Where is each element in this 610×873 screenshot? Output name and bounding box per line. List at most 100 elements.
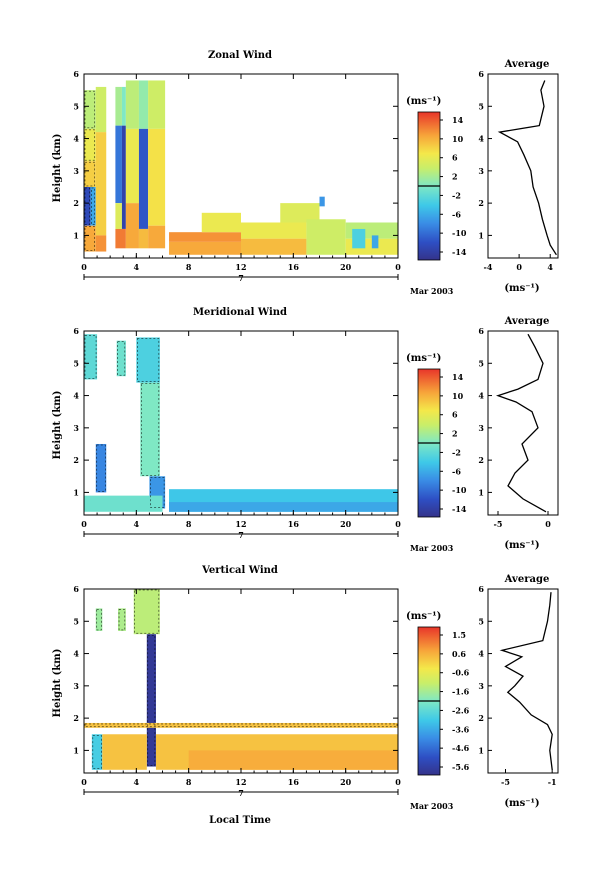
profile-line bbox=[495, 333, 547, 513]
y-tick-label: 3 bbox=[73, 423, 79, 433]
time-bar-marker: 7 bbox=[238, 530, 244, 540]
y-tick-label: 2 bbox=[73, 198, 79, 208]
data-cell bbox=[95, 235, 107, 252]
contour-line bbox=[91, 187, 96, 225]
y-tick-label: 5 bbox=[73, 616, 79, 626]
y-axis-label: Height (km) bbox=[52, 391, 63, 460]
date-label: Mar 2003 bbox=[410, 801, 454, 811]
data-cell bbox=[84, 722, 398, 728]
x-tick-label: 0 bbox=[395, 262, 401, 272]
y-tick-label: 6 bbox=[73, 69, 79, 79]
x-tick-label: 12 bbox=[235, 262, 246, 272]
date-label: Mar 2003 bbox=[410, 286, 454, 296]
contour-line bbox=[147, 634, 156, 766]
profile-x-label: (ms⁻¹) bbox=[504, 540, 539, 551]
panel-title: Vertical Wind bbox=[201, 565, 278, 576]
x-tick-label: 0 bbox=[395, 777, 401, 787]
time-bar-marker: 7 bbox=[238, 273, 244, 283]
profile-y-tick-label: 6 bbox=[478, 584, 484, 594]
profile-y-tick-label: 2 bbox=[478, 713, 484, 723]
contour-line bbox=[84, 723, 398, 728]
y-tick-label: 5 bbox=[73, 101, 79, 111]
data-cell bbox=[115, 86, 122, 126]
average-profile: 1 2 3 4 5 6 -5 0 bbox=[478, 326, 559, 529]
profile-y-tick-label: 1 bbox=[478, 745, 484, 755]
colorbar-tick-label: -2 bbox=[452, 447, 461, 457]
panel-title: Meridional Wind bbox=[193, 307, 287, 318]
profile-x-tick-label: 0 bbox=[516, 262, 522, 272]
x-tick-label: 0 bbox=[81, 262, 87, 272]
panel-vertical-wind: Vertical Wind Height (km) 0 4 8 12 16 20 01234… bbox=[52, 565, 559, 826]
colorbar-tick-label: -2 bbox=[452, 190, 461, 200]
time-bar-marker: 7 bbox=[238, 788, 244, 798]
y-tick-label: 3 bbox=[73, 681, 79, 691]
x-tick-label: 8 bbox=[186, 519, 192, 529]
data-cell bbox=[148, 80, 166, 129]
data-cell bbox=[125, 80, 139, 129]
colorbar-tick-label: -14 bbox=[452, 247, 467, 257]
profile-title: Average bbox=[504, 574, 550, 585]
contour-line bbox=[84, 226, 96, 251]
profile-frame bbox=[487, 330, 559, 516]
colorbar-tick-label: 6 bbox=[452, 153, 458, 163]
y-tick-label: 2 bbox=[73, 713, 79, 723]
colorbar-tick-label: 10 bbox=[452, 391, 464, 401]
y-axis-label: Height (km) bbox=[52, 134, 63, 203]
colorbar-unit: (ms⁻¹) bbox=[406, 611, 441, 622]
data-cell bbox=[84, 161, 96, 187]
colorbar-tick-label: 14 bbox=[452, 372, 464, 382]
data-cell bbox=[84, 334, 98, 380]
profile-y-tick-label: 4 bbox=[478, 134, 484, 144]
x-tick-label: 8 bbox=[186, 777, 192, 787]
profile-x-tick-label: -4 bbox=[484, 262, 493, 272]
y-tick-label: 5 bbox=[73, 358, 79, 368]
profile-x-tick-label: -5 bbox=[494, 519, 503, 529]
profile-y-tick-label: 4 bbox=[478, 649, 484, 659]
contour-lines bbox=[84, 90, 96, 251]
profile-y-tick-label: 6 bbox=[478, 69, 484, 79]
data-cell bbox=[115, 228, 126, 249]
time-bar: 7 bbox=[83, 530, 399, 540]
contour-line bbox=[84, 334, 97, 379]
data-cell bbox=[84, 186, 91, 226]
contour-line bbox=[92, 735, 102, 770]
time-bar: 7 bbox=[83, 273, 399, 283]
x-tick-label: 16 bbox=[288, 262, 300, 272]
profile-x-tick-label: 4 bbox=[547, 262, 553, 272]
profile-line bbox=[499, 592, 553, 770]
profile-y-tick-label: 5 bbox=[478, 101, 484, 111]
profile-x-tick-label: 0 bbox=[545, 519, 551, 529]
data-cell bbox=[118, 608, 126, 631]
heatmap-area bbox=[84, 589, 398, 770]
x-tick-label: 4 bbox=[134, 777, 140, 787]
profile-x-tick-label: -1 bbox=[548, 777, 557, 787]
data-cell bbox=[148, 225, 166, 249]
data-cell bbox=[91, 734, 103, 770]
profile-frame bbox=[487, 588, 559, 774]
data-cell bbox=[125, 128, 139, 204]
profile-y-tick-label: 3 bbox=[478, 681, 484, 691]
panel-zonal-wind: Zonal Wind Height (km) 0 4 8 12 16 20 0123456 … bbox=[52, 50, 559, 296]
colorbar-tick-label: 2 bbox=[452, 429, 458, 439]
x-tick-label: 20 bbox=[340, 519, 352, 529]
data-cell bbox=[138, 128, 149, 229]
data-cell bbox=[133, 589, 160, 635]
contour-line bbox=[84, 129, 96, 161]
data-cell bbox=[95, 608, 103, 631]
colorbar-unit: (ms⁻¹) bbox=[406, 353, 441, 364]
colorbar-unit: (ms⁻¹) bbox=[406, 96, 441, 107]
y-tick-label: 1 bbox=[73, 745, 79, 755]
data-cell bbox=[102, 734, 147, 770]
x-tick-label: 20 bbox=[340, 777, 352, 787]
data-cell bbox=[138, 228, 149, 249]
colorbar-tick-label: -5.6 bbox=[452, 762, 470, 772]
heatmap-area bbox=[84, 334, 398, 512]
data-cell bbox=[116, 340, 126, 377]
panel-meridional-wind: Meridional Wind Height (km) 0 4 8 12 16 20 012… bbox=[52, 307, 559, 553]
profile-y-tick-label: 2 bbox=[478, 198, 484, 208]
profile-y-tick-label: 5 bbox=[478, 358, 484, 368]
profile-y-tick-label: 1 bbox=[478, 487, 484, 497]
contour-line bbox=[118, 609, 126, 631]
